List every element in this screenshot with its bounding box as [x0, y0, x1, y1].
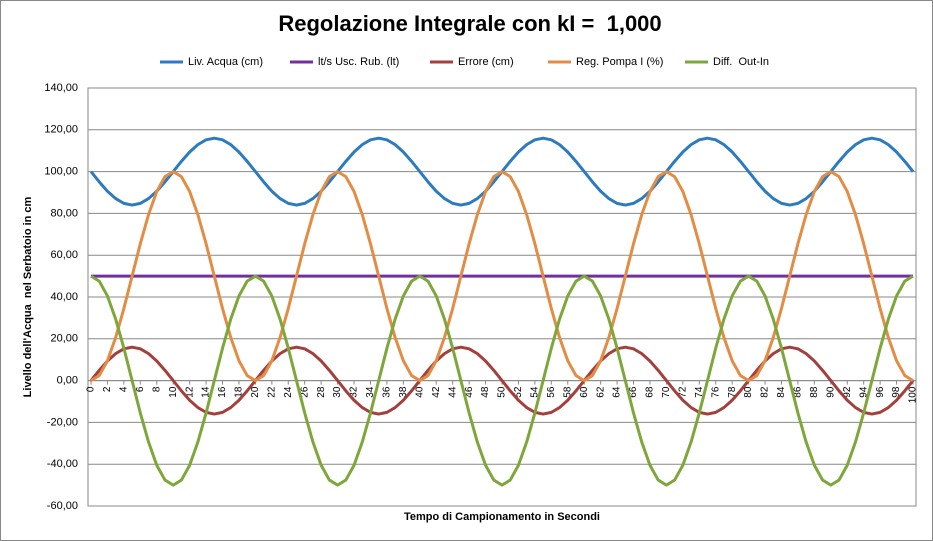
x-tick-label: 12	[184, 386, 195, 398]
x-tick-label: 98	[891, 386, 902, 398]
x-tick-label: 18	[234, 386, 245, 398]
x-tick-label: 46	[464, 386, 475, 398]
x-tick-label: 68	[645, 386, 656, 398]
legend-label: Liv. Acqua (cm)	[188, 56, 263, 68]
x-tick-label: 28	[316, 386, 327, 398]
legend-label: Errore (cm)	[458, 56, 514, 68]
x-tick-label: 4	[119, 386, 130, 392]
x-tick-label: 82	[760, 386, 771, 398]
x-tick-label: 96	[875, 386, 886, 398]
y-tick-label: -20,00	[47, 416, 78, 428]
y-tick-label: 20,00	[50, 333, 78, 345]
x-tick-label: 34	[365, 386, 376, 398]
y-tick-label: 0,00	[57, 375, 78, 387]
x-tick-label: 6	[135, 386, 146, 392]
x-tick-label: 38	[398, 386, 409, 398]
x-tick-label: 44	[447, 386, 458, 398]
x-tick-label: 94	[858, 386, 869, 398]
x-tick-label: 80	[743, 386, 754, 398]
x-tick-label: 30	[332, 386, 343, 398]
y-tick-label: -60,00	[47, 500, 78, 512]
x-tick-label: 92	[842, 386, 853, 398]
x-tick-label: 86	[793, 386, 804, 398]
x-tick-label: 20	[250, 386, 261, 398]
x-tick-label: 54	[530, 386, 541, 398]
x-tick-label: 60	[579, 386, 590, 398]
y-tick-label: 120,00	[44, 124, 78, 136]
x-tick-label: 72	[677, 386, 688, 398]
x-tick-label: 76	[710, 386, 721, 398]
x-tick-label: 36	[382, 386, 393, 398]
x-tick-label: 2	[102, 386, 113, 392]
y-tick-label: 140,00	[44, 82, 78, 94]
x-tick-label: 70	[661, 386, 672, 398]
x-tick-label: 24	[283, 386, 294, 398]
x-tick-label: 64	[612, 386, 623, 398]
x-tick-label: 84	[776, 386, 787, 398]
x-tick-label: 10	[168, 386, 179, 398]
x-tick-label: 100	[908, 386, 919, 403]
x-tick-label: 50	[497, 386, 508, 398]
y-tick-label: 40,00	[50, 291, 78, 303]
x-tick-label: 56	[546, 386, 557, 398]
legend-label: lt/s Usc. Rub. (lt)	[318, 56, 399, 68]
y-tick-label: 100,00	[44, 166, 78, 178]
legend-label: Diff. Out-In	[713, 56, 769, 68]
x-tick-label: 32	[349, 386, 360, 398]
x-tick-label: 74	[694, 386, 705, 398]
x-tick-label: 90	[825, 386, 836, 398]
series-line	[90, 274, 914, 487]
x-tick-label: 78	[727, 386, 738, 398]
y-tick-label: 80,00	[50, 207, 78, 219]
legend-label: Reg. Pompa I (%)	[576, 56, 663, 68]
y-tick-label: -40,00	[47, 458, 78, 470]
y-axis-title: Livello dell'Acqua nel Serbatoio in cm	[22, 196, 34, 397]
chart-title: Regolazione Integrale con kI = 1,000	[278, 11, 661, 36]
x-tick-label: 52	[513, 386, 524, 398]
series-line	[89, 345, 915, 416]
x-tick-label: 88	[809, 386, 820, 398]
x-axis-title: Tempo di Campionamento in Secondi	[404, 511, 600, 523]
x-tick-label: 42	[431, 386, 442, 398]
x-tick-label: 26	[299, 386, 310, 398]
x-tick-label: 14	[201, 386, 212, 398]
x-tick-label: 40	[414, 386, 425, 398]
x-tick-label: 66	[628, 386, 639, 398]
y-tick-label: 60,00	[50, 249, 78, 261]
x-tick-label: 22	[266, 386, 277, 398]
x-tick-label: 0	[86, 386, 97, 392]
x-tick-label: 58	[562, 386, 573, 398]
x-tick-label: 62	[595, 386, 606, 398]
x-tick-label: 48	[480, 386, 491, 398]
x-tick-label: 8	[151, 386, 162, 392]
x-tick-label: 16	[217, 386, 228, 398]
